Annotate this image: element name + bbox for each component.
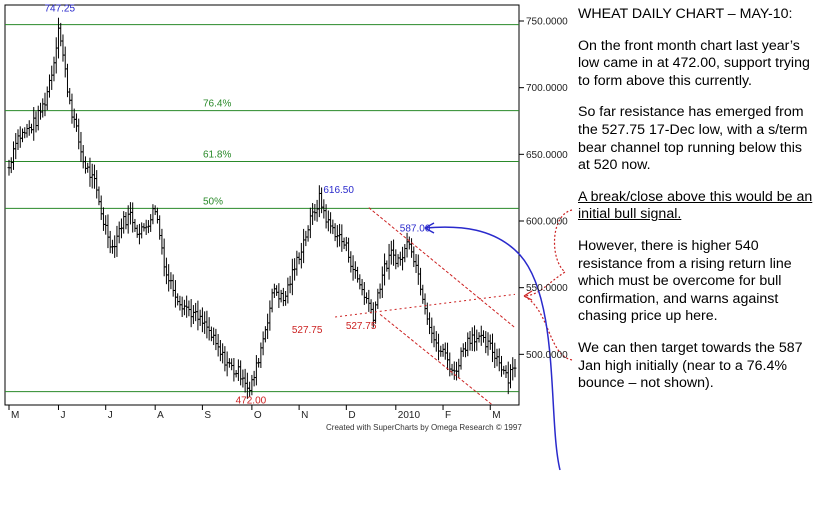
price-annotation-2: 587.00	[400, 224, 431, 235]
x-tick-label-5: O	[254, 410, 262, 421]
y-tick-label-4: 700.0000	[526, 83, 568, 94]
y-tick-label-3: 650.0000	[526, 150, 568, 161]
x-tick-label-2: J	[108, 410, 113, 421]
y-tick-label-1: 550.0000	[526, 283, 568, 294]
price-annotation-5: 472.00	[236, 396, 267, 407]
commentary-pointer-arrowhead	[523, 290, 533, 301]
x-tick-label-9: F	[445, 410, 451, 421]
commentary-pointer-lower	[523, 295, 573, 361]
price-annotation-4: 527.75	[346, 321, 377, 332]
commentary-title: WHEAT DAILY CHART – MAY-10:	[578, 6, 793, 22]
level-label-2: 61.8%	[203, 150, 231, 161]
commentary-paragraph-5: We can then target towards the 587 Jan h…	[578, 339, 803, 392]
x-tick-label-6: N	[301, 410, 308, 421]
return-line	[335, 293, 516, 318]
wheat-daily-chart: 76.4% 61.8% 50% 747.25 616.50 587.00 527.75 52…	[4, 4, 573, 471]
chart-credit: Created with SuperCharts by Omega Resear…	[326, 423, 522, 432]
level-label-3: 50%	[203, 196, 223, 207]
target-arrowhead	[424, 222, 435, 234]
commentary-paragraph-4: However, there is higher 540 resistance …	[578, 237, 792, 325]
target-arrow	[424, 226, 561, 471]
commentary-paragraph-1: On the front month chart last year’s low…	[578, 37, 810, 89]
x-tick-label-1: J	[60, 410, 65, 421]
y-tick-label-0: 500.0000	[526, 350, 568, 361]
level-label-1: 76.4%	[203, 99, 231, 110]
x-tick-label-10: M	[492, 410, 500, 421]
commentary-paragraph-3: A break/close above this would be an ini…	[578, 188, 813, 223]
chart-plot-area	[4, 4, 520, 406]
y-tick-label-5: 750.0000	[526, 17, 568, 28]
commentary-paragraph-2: So far resistance has emerged from the 5…	[578, 104, 808, 174]
channel-upper-line	[368, 207, 516, 329]
commentary-panel: WHEAT DAILY CHART – MAY-10: On the front…	[578, 6, 814, 407]
price-annotation-1: 616.50	[323, 185, 354, 196]
x-tick-label-3: A	[157, 410, 164, 421]
price-annotation-0: 747.25	[44, 4, 75, 15]
channel-lower-line	[379, 313, 493, 406]
x-tick-label-4: S	[204, 410, 211, 421]
y-tick-label-2: 600.0000	[526, 217, 568, 228]
price-annotation-3: 527.75	[292, 325, 323, 336]
x-tick-label-8: 2010	[398, 410, 421, 421]
x-tick-label-7: D	[348, 410, 355, 421]
commentary-pointer-upper	[523, 209, 573, 297]
x-tick-label-0: M	[11, 410, 19, 421]
